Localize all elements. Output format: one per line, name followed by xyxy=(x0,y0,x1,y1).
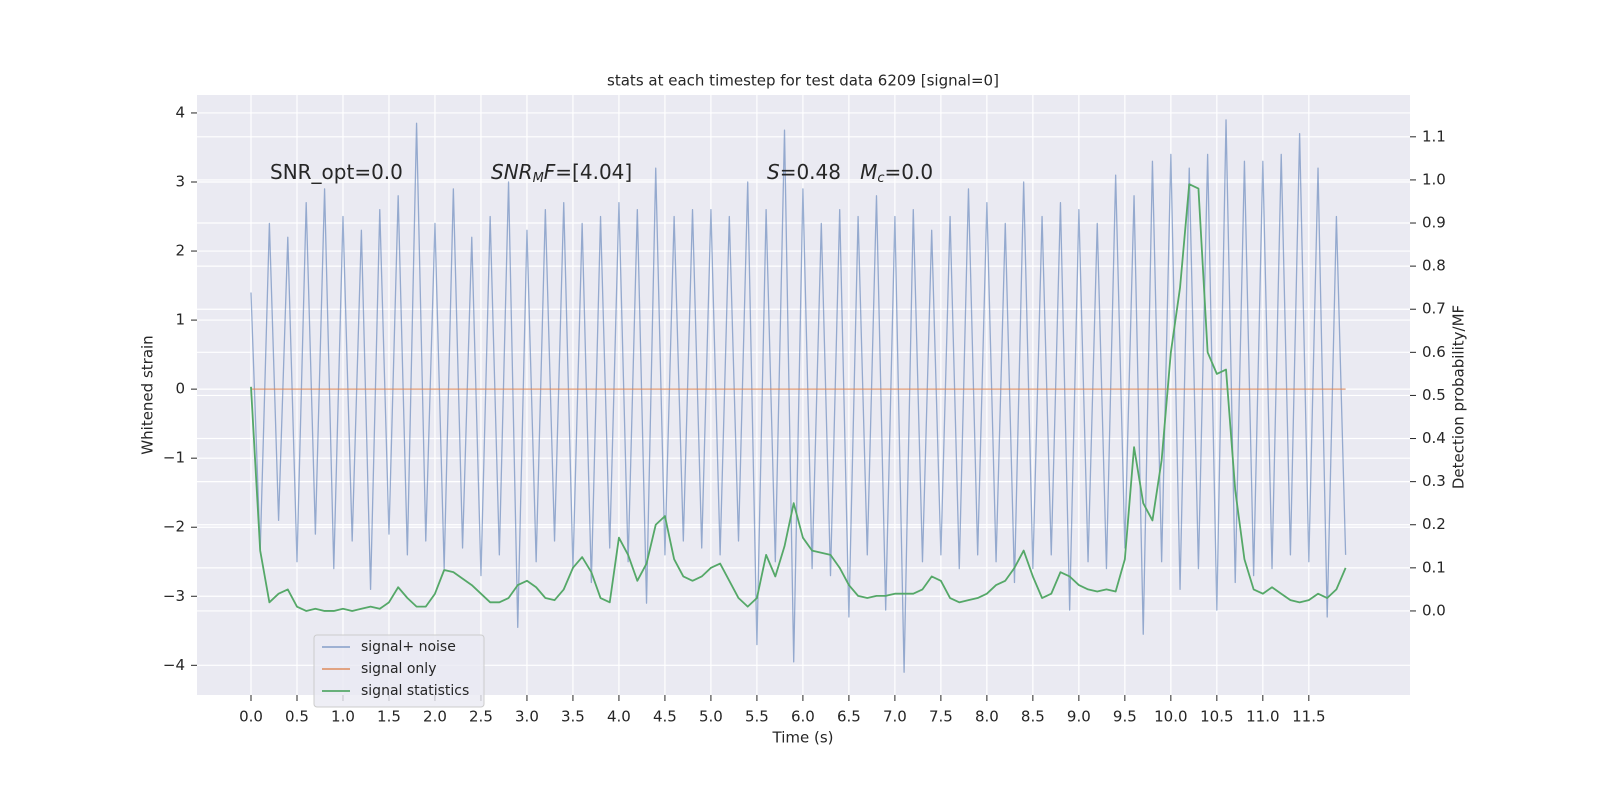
x-tick-label: 8.5 xyxy=(1021,708,1045,726)
y2-tick-label: 0.2 xyxy=(1422,515,1446,533)
x-tick-label: 2.5 xyxy=(469,708,493,726)
y2-tick-label: 0.0 xyxy=(1422,601,1446,619)
x-tick-label: 5.5 xyxy=(745,708,769,726)
x-tick-label: 8.0 xyxy=(975,708,999,726)
annotation: S=0.48 Mc=0.0 xyxy=(767,160,933,186)
y2-tick-label: 1.1 xyxy=(1422,127,1446,145)
y2-tick-label: 0.4 xyxy=(1422,429,1446,447)
annotation: SNRMF=[4.04] xyxy=(491,160,632,186)
x-tick-label: 7.5 xyxy=(929,708,953,726)
x-tick-label: 9.0 xyxy=(1067,708,1091,726)
y-tick-label: −4 xyxy=(163,656,185,674)
y2-tick-label: 0.7 xyxy=(1422,300,1446,318)
annotation-part: =[4.04] xyxy=(555,160,632,184)
chart-title: stats at each timestep for test data 620… xyxy=(607,72,999,90)
y-tick-label: −1 xyxy=(163,449,185,467)
x-tick-label: 2.0 xyxy=(423,708,447,726)
y-tick-label: 0 xyxy=(175,380,185,398)
y2-tick-label: 1.0 xyxy=(1422,170,1446,188)
y2-tick-label: 0.9 xyxy=(1422,214,1446,232)
x-axis-label: Time (s) xyxy=(772,729,834,747)
y-tick-label: 3 xyxy=(175,172,185,190)
annotation-part: S xyxy=(767,160,780,184)
annotation-part: M xyxy=(860,160,877,184)
y-tick-label: −3 xyxy=(163,587,185,605)
x-tick-label: 11.0 xyxy=(1246,708,1279,726)
series-line xyxy=(250,183,1347,612)
y-axis-label: Whitened strain xyxy=(139,335,157,454)
annotation-part: F xyxy=(544,160,556,184)
y2-tick-label: 0.5 xyxy=(1422,386,1446,404)
annotation-part: M xyxy=(533,171,544,186)
x-tick-label: 10.0 xyxy=(1154,708,1187,726)
x-tick-label: 1.0 xyxy=(331,708,355,726)
annotation-part: =0.48 xyxy=(780,160,860,184)
y-tick-label: 1 xyxy=(175,311,185,329)
annotation-part: SNR xyxy=(491,160,533,184)
annotation-part: =0.0 xyxy=(885,160,934,184)
x-tick-label: 11.5 xyxy=(1292,708,1325,726)
x-tick-label: 7.0 xyxy=(883,708,907,726)
y-tick-label: 4 xyxy=(175,103,185,121)
annotation: SNR_opt=0.0 xyxy=(270,160,403,184)
annotation-part: SNR_opt=0.0 xyxy=(270,160,403,184)
legend-label: signal only xyxy=(361,661,436,677)
x-tick-label: 0.5 xyxy=(285,708,309,726)
x-tick-label: 3.5 xyxy=(561,708,585,726)
x-tick-label: 9.5 xyxy=(1113,708,1137,726)
legend-label: signal statistics xyxy=(361,683,469,699)
y2-tick-label: 0.8 xyxy=(1422,257,1446,275)
y-tick-label: 2 xyxy=(175,242,185,260)
x-tick-label: 5.0 xyxy=(699,708,723,726)
x-tick-label: 0.0 xyxy=(239,708,263,726)
y2-tick-label: 0.1 xyxy=(1422,558,1446,576)
x-tick-label: 10.5 xyxy=(1200,708,1233,726)
x-tick-label: 3.0 xyxy=(515,708,539,726)
x-tick-label: 6.0 xyxy=(791,708,815,726)
y2-tick-label: 0.3 xyxy=(1422,472,1446,490)
y-tick-label: −2 xyxy=(163,518,185,536)
legend-label: signal+ noise xyxy=(361,639,456,655)
x-tick-label: 6.5 xyxy=(837,708,861,726)
series-line xyxy=(250,119,1347,673)
x-tick-label: 4.5 xyxy=(653,708,677,726)
x-tick-label: 4.0 xyxy=(607,708,631,726)
x-tick-label: 1.5 xyxy=(377,708,401,726)
legend-box xyxy=(313,634,485,708)
annotation-part: c xyxy=(877,171,884,186)
y2-tick-label: 0.6 xyxy=(1422,343,1446,361)
y2-axis-label: Detection probability/MF xyxy=(1450,305,1468,489)
